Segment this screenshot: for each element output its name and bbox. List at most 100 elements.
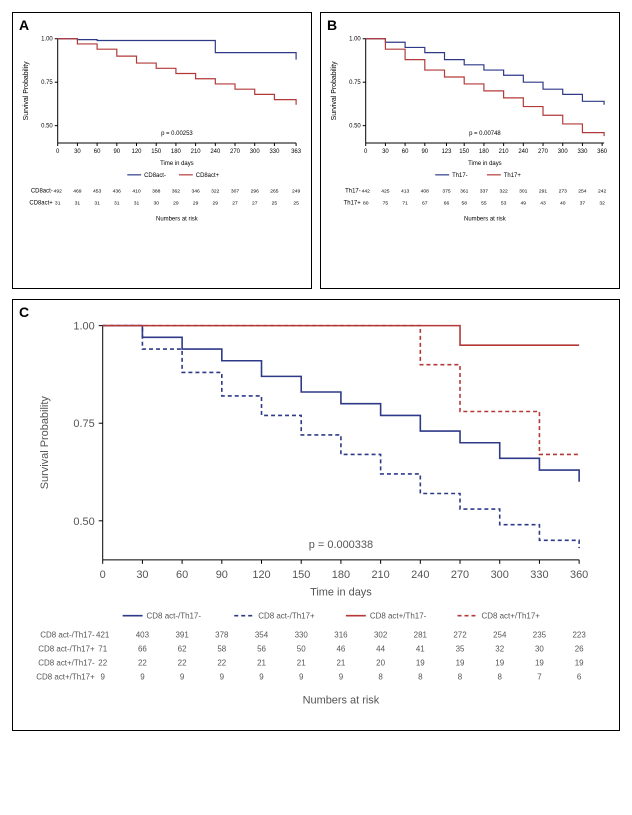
svg-text:273: 273 xyxy=(559,189,568,195)
svg-text:CD8act-: CD8act- xyxy=(31,189,53,195)
svg-text:CD8 act+/Th17-: CD8 act+/Th17- xyxy=(38,659,95,668)
svg-text:CD8 act-/Th17+: CD8 act-/Th17+ xyxy=(38,645,95,654)
svg-text:Survival Probability: Survival Probability xyxy=(23,61,30,121)
svg-text:55: 55 xyxy=(481,201,487,207)
panel-c-label: C xyxy=(19,304,29,320)
svg-text:27: 27 xyxy=(252,201,258,207)
svg-text:58: 58 xyxy=(217,645,226,654)
svg-text:281: 281 xyxy=(414,631,428,640)
svg-text:29: 29 xyxy=(193,201,199,207)
svg-text:90: 90 xyxy=(113,149,120,155)
svg-text:0.50: 0.50 xyxy=(349,124,361,130)
svg-text:66: 66 xyxy=(444,201,450,207)
svg-text:19: 19 xyxy=(575,659,584,668)
top-row: A 1.000.750.5003060901201501802102402703… xyxy=(12,12,620,289)
svg-text:25: 25 xyxy=(293,201,299,207)
svg-text:0: 0 xyxy=(56,149,60,155)
svg-text:32: 32 xyxy=(495,645,504,654)
svg-text:8: 8 xyxy=(378,672,383,681)
panel-a-chart: 1.000.750.500306090120150180210240270300… xyxy=(13,13,311,288)
svg-text:150: 150 xyxy=(151,149,162,155)
svg-text:442: 442 xyxy=(362,189,371,195)
svg-text:8: 8 xyxy=(418,672,423,681)
svg-text:22: 22 xyxy=(98,659,107,668)
svg-text:9: 9 xyxy=(100,672,105,681)
svg-text:Time in days: Time in days xyxy=(160,161,194,167)
svg-text:9: 9 xyxy=(299,672,304,681)
panel-b-label: B xyxy=(327,17,337,33)
svg-text:0.75: 0.75 xyxy=(349,80,361,86)
svg-text:180: 180 xyxy=(332,569,350,581)
svg-text:27: 27 xyxy=(232,201,238,207)
svg-text:1.00: 1.00 xyxy=(349,37,361,43)
svg-text:375: 375 xyxy=(442,189,451,195)
svg-text:CD8 act-/Th17-: CD8 act-/Th17- xyxy=(147,612,202,621)
svg-text:9: 9 xyxy=(220,672,225,681)
panel-c-chart: 1.000.750.500306090120150180210240270300… xyxy=(13,300,619,730)
svg-text:62: 62 xyxy=(178,645,187,654)
svg-text:Numbers at risk: Numbers at risk xyxy=(156,217,198,223)
svg-text:150: 150 xyxy=(459,149,470,155)
svg-text:240: 240 xyxy=(518,149,529,155)
svg-text:360: 360 xyxy=(570,569,588,581)
svg-text:9: 9 xyxy=(339,672,344,681)
svg-text:301: 301 xyxy=(519,189,528,195)
svg-text:80: 80 xyxy=(363,201,369,207)
svg-text:1.00: 1.00 xyxy=(41,37,53,43)
svg-text:272: 272 xyxy=(453,631,467,640)
svg-text:26: 26 xyxy=(575,645,584,654)
svg-text:378: 378 xyxy=(215,631,229,640)
svg-text:60: 60 xyxy=(94,149,101,155)
svg-text:p = 0.00253: p = 0.00253 xyxy=(161,131,193,137)
svg-text:123: 123 xyxy=(442,149,453,155)
svg-text:30: 30 xyxy=(74,149,81,155)
panel-b-chart: 1.000.750.500306090123150180210240270300… xyxy=(321,13,619,288)
svg-text:6: 6 xyxy=(577,672,582,681)
svg-text:316: 316 xyxy=(334,631,348,640)
svg-text:71: 71 xyxy=(402,201,408,207)
svg-text:Th17-: Th17- xyxy=(345,189,361,195)
svg-text:19: 19 xyxy=(416,659,425,668)
svg-text:436: 436 xyxy=(113,189,122,195)
svg-text:CD8 act-/Th17+: CD8 act-/Th17+ xyxy=(258,612,315,621)
svg-text:p = 0.000338: p = 0.000338 xyxy=(309,539,373,551)
svg-text:46: 46 xyxy=(336,645,345,654)
svg-text:0.50: 0.50 xyxy=(73,516,94,528)
svg-text:388: 388 xyxy=(152,189,161,195)
svg-text:254: 254 xyxy=(578,189,587,195)
svg-text:0: 0 xyxy=(364,149,368,155)
svg-text:354: 354 xyxy=(255,631,269,640)
svg-text:391: 391 xyxy=(175,631,189,640)
svg-text:37: 37 xyxy=(580,201,586,207)
svg-text:322: 322 xyxy=(211,189,220,195)
svg-text:265: 265 xyxy=(270,189,279,195)
svg-text:362: 362 xyxy=(172,189,181,195)
svg-text:p = 0.00748: p = 0.00748 xyxy=(469,131,501,137)
svg-text:29: 29 xyxy=(213,201,219,207)
svg-text:Numbers at risk: Numbers at risk xyxy=(464,217,506,223)
svg-text:492: 492 xyxy=(54,189,63,195)
svg-text:31: 31 xyxy=(134,201,140,207)
svg-text:CD8 act+/Th17-: CD8 act+/Th17- xyxy=(370,612,427,621)
svg-text:30: 30 xyxy=(535,645,544,654)
svg-text:19: 19 xyxy=(495,659,504,668)
svg-text:31: 31 xyxy=(114,201,120,207)
svg-text:296: 296 xyxy=(251,189,260,195)
svg-text:240: 240 xyxy=(210,149,221,155)
svg-text:9: 9 xyxy=(180,672,185,681)
svg-text:CD8act-: CD8act- xyxy=(144,173,166,179)
svg-text:31: 31 xyxy=(75,201,81,207)
svg-text:330: 330 xyxy=(530,569,548,581)
svg-text:0.75: 0.75 xyxy=(41,80,53,86)
svg-text:66: 66 xyxy=(138,645,147,654)
svg-text:300: 300 xyxy=(558,149,569,155)
svg-text:403: 403 xyxy=(136,631,150,640)
svg-text:30: 30 xyxy=(153,201,159,207)
svg-text:360: 360 xyxy=(597,149,608,155)
svg-text:29: 29 xyxy=(173,201,179,207)
svg-text:22: 22 xyxy=(178,659,187,668)
svg-text:270: 270 xyxy=(230,149,241,155)
svg-text:291: 291 xyxy=(539,189,548,195)
svg-text:270: 270 xyxy=(538,149,549,155)
svg-text:67: 67 xyxy=(422,201,428,207)
